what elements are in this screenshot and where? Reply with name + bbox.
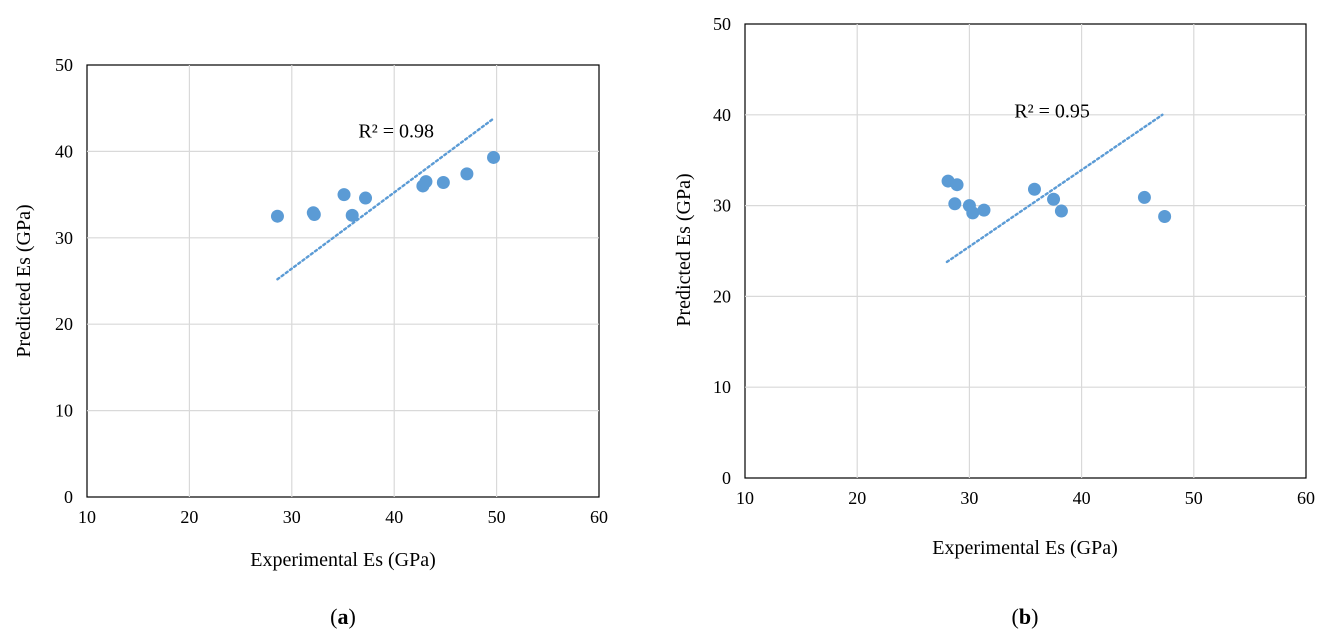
data-point xyxy=(950,178,964,192)
x-tick-label: 10 xyxy=(78,507,96,527)
data-point xyxy=(419,175,433,189)
x-ticks-a: 10 20 30 40 50 60 xyxy=(78,507,608,527)
data-point xyxy=(1054,204,1068,218)
x-tick-label: 40 xyxy=(1073,488,1091,508)
x-axis-title-b: Experimental Es (GPa) xyxy=(932,537,1118,559)
trendline-b xyxy=(945,113,1164,264)
y-tick-label: 10 xyxy=(713,377,731,397)
y-tick-label: 50 xyxy=(55,55,73,75)
x-tick-label: 60 xyxy=(590,507,608,527)
data-point xyxy=(487,150,501,164)
x-tick-label: 50 xyxy=(488,507,506,527)
y-tick-label: 0 xyxy=(64,487,73,507)
data-point xyxy=(1137,190,1151,204)
r2-label-b: R² = 0.95 xyxy=(1014,101,1090,123)
x-tick-label: 60 xyxy=(1297,488,1315,508)
plot-area-a xyxy=(86,64,600,498)
points-a xyxy=(270,150,501,223)
y-tick-label: 10 xyxy=(55,401,73,421)
y-tick-label: 40 xyxy=(713,105,731,125)
y-ticks-a: 0 10 20 30 40 50 xyxy=(55,55,73,507)
grid-b xyxy=(745,24,1306,478)
data-point xyxy=(948,197,962,211)
data-point xyxy=(436,176,450,190)
x-tick-label: 40 xyxy=(385,507,403,527)
trendline-a xyxy=(276,117,495,281)
y-tick-label: 30 xyxy=(713,196,731,216)
y-tick-label: 20 xyxy=(713,286,731,306)
x-tick-label: 30 xyxy=(960,488,978,508)
y-tick-label: 20 xyxy=(55,314,73,334)
grid-a xyxy=(87,65,599,497)
r2-label-a: R² = 0.98 xyxy=(358,121,434,143)
x-tick-label: 10 xyxy=(736,488,754,508)
y-tick-label: 30 xyxy=(55,228,73,248)
x-ticks-b: 10 20 30 40 50 60 xyxy=(736,488,1315,508)
data-point xyxy=(345,208,359,222)
x-tick-label: 20 xyxy=(848,488,866,508)
data-point xyxy=(460,167,474,181)
data-point xyxy=(1047,192,1061,206)
y-tick-label: 50 xyxy=(713,14,731,34)
y-tick-label: 0 xyxy=(722,468,731,488)
data-point xyxy=(307,207,321,221)
points-b xyxy=(941,174,1172,223)
data-point xyxy=(359,191,373,205)
panel-caption-a: (a) xyxy=(330,604,356,629)
panel-caption-b: (b) xyxy=(1012,604,1039,629)
y-ticks-b: 0 10 20 30 40 50 xyxy=(713,14,731,488)
plot-area-b xyxy=(744,23,1307,479)
data-point xyxy=(977,203,991,217)
x-tick-label: 30 xyxy=(283,507,301,527)
trendline xyxy=(945,113,1164,264)
x-tick-label: 20 xyxy=(180,507,198,527)
y-tick-label: 40 xyxy=(55,141,73,161)
y-axis-title-b: Predicted Es (GPa) xyxy=(673,173,695,326)
x-axis-title-a: Experimental Es (GPa) xyxy=(250,549,436,571)
y-axis-title-a: Predicted Es (GPa) xyxy=(13,204,35,357)
data-point xyxy=(270,209,284,223)
trendline xyxy=(276,117,495,281)
panel-label-b: b xyxy=(1019,604,1031,629)
x-tick-label: 50 xyxy=(1185,488,1203,508)
data-point xyxy=(1158,209,1172,223)
data-point xyxy=(966,206,980,220)
data-point xyxy=(337,188,351,202)
data-point xyxy=(1027,182,1041,196)
panel-label-a: a xyxy=(338,604,349,629)
